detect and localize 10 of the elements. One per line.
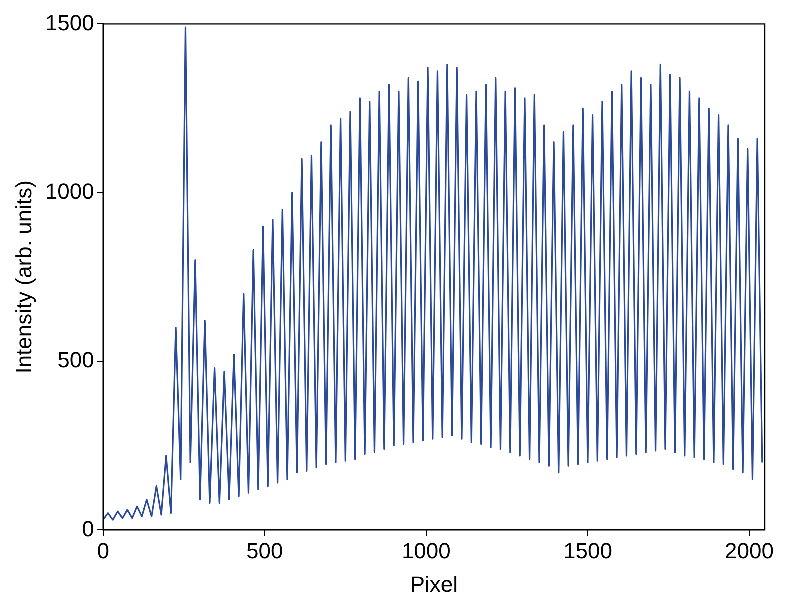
x-tick-label: 1500 (563, 538, 612, 564)
x-tick-label: 500 (246, 538, 284, 564)
x-axis-title: Pixel (410, 572, 458, 597)
x-tick-label: 1000 (402, 538, 451, 564)
x-tick-label: 2000 (725, 538, 774, 564)
y-tick-label: 1500 (45, 10, 94, 36)
y-tick-label: 0 (82, 516, 94, 542)
y-tick-label: 1000 (45, 178, 94, 204)
y-axis-title: Intensity (arb. units) (11, 180, 36, 374)
y-tick-label: 500 (58, 348, 94, 373)
